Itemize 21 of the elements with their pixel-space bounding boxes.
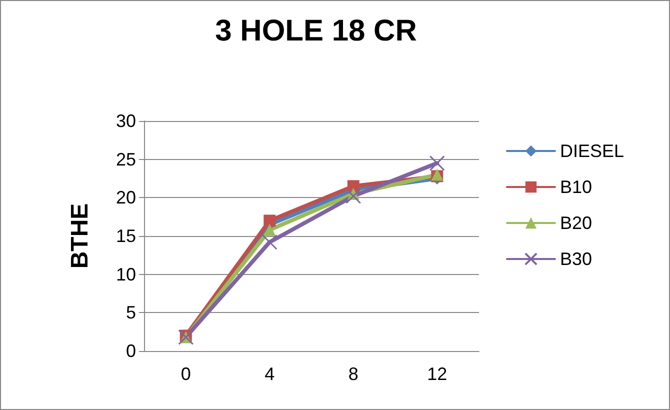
legend-label: B10 (560, 177, 592, 197)
y-tick-label: 15 (116, 226, 136, 246)
y-tick-label: 30 (116, 111, 136, 131)
chart-title: 3 HOLE 18 CR (215, 14, 418, 48)
x-tick-label: 4 (264, 364, 275, 384)
point (264, 214, 276, 227)
point (346, 188, 362, 204)
point (264, 224, 276, 236)
x-tick-label: 8 (348, 364, 358, 384)
point (429, 155, 445, 171)
x-tick-label: 12 (427, 364, 448, 384)
y-tick-label: 20 (116, 188, 136, 208)
legend-label: DIESEL (560, 141, 624, 161)
y-axis-title: BTHE (66, 203, 94, 269)
y-tick-label: 10 (116, 264, 136, 284)
legend-label: B30 (560, 249, 592, 269)
y-tick-label: 25 (116, 149, 136, 170)
y-tick-label: 0 (126, 341, 136, 361)
y-tick-label: 5 (126, 302, 136, 323)
legend-label: B20 (560, 213, 592, 233)
x-tick-label: 0 (180, 364, 191, 384)
